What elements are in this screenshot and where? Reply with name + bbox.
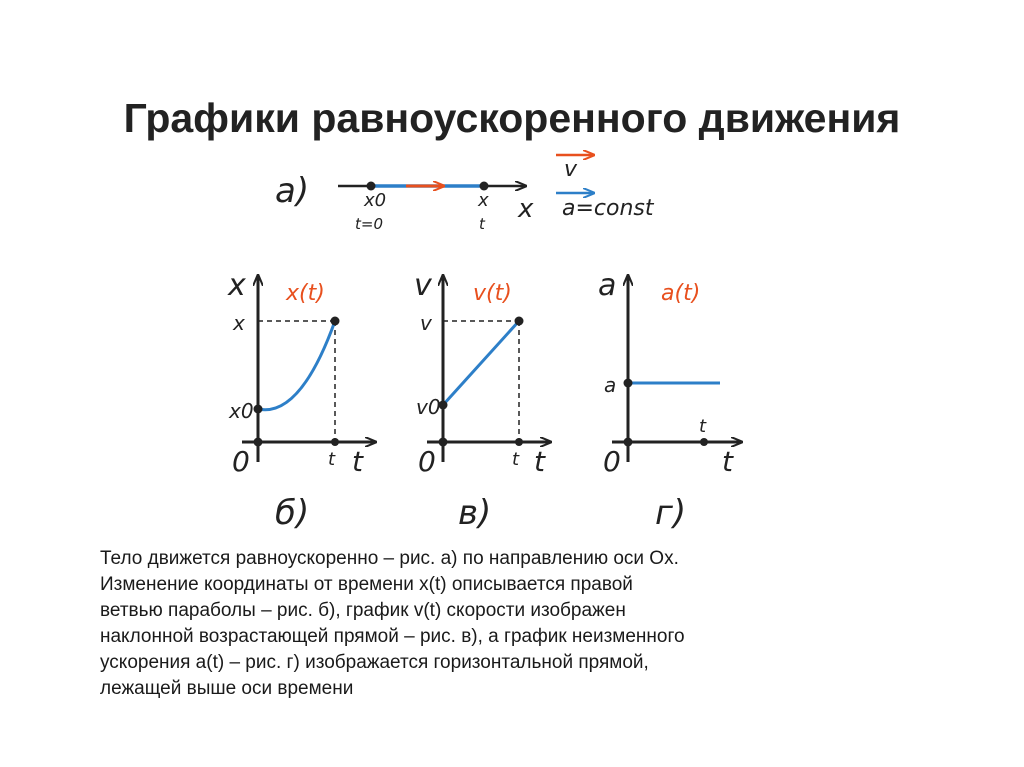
graph-b-start-point (253, 404, 263, 414)
panel-label-v: в) (458, 493, 491, 533)
end-label: x (477, 190, 489, 211)
graph-v-origin-label: 0 (418, 445, 436, 478)
panel-label-b: б) (275, 493, 309, 533)
caption-line: ветвью параболы – рис. б), график v(t) с… (100, 600, 626, 621)
caption-line: наклонной возрастающей прямой – рис. в),… (100, 626, 685, 647)
graph-v-curve-label: v(t) (473, 281, 512, 306)
graph-b-y-tick-top: x (232, 311, 245, 335)
velocity-line (441, 319, 521, 407)
graph-v-origin-point (438, 437, 448, 447)
graph-a-origin-point (623, 437, 633, 447)
graph-v-of-t: v v(t) v v0 0 t t в) (414, 268, 551, 533)
graph-b-origin-label: 0 (232, 445, 250, 478)
start-time-label: t=0 (355, 215, 383, 233)
graph-b-end-point (330, 316, 340, 326)
graph-v-start-point (438, 400, 448, 410)
graph-b-curve-label: x(t) (285, 281, 325, 306)
graph-a-curve-label: a(t) (661, 281, 700, 306)
graph-a-x-tick: t (699, 416, 707, 437)
graph-a-x-axis-label: t (722, 445, 734, 478)
graph-v-x-axis-label: t (534, 445, 546, 478)
graph-b-x-axis-label: t (352, 445, 364, 478)
end-time-label: t (479, 215, 486, 233)
graph-x-of-t: x x(t) x x0 0 t t б) (227, 268, 376, 533)
caption-line: Изменение координаты от времени x(t) опи… (100, 574, 633, 595)
caption-line: Тело движется равноускоренно – рис. а) п… (100, 548, 679, 569)
graph-a-level-point (623, 378, 633, 388)
end-point (479, 181, 489, 191)
graph-v-y-tick-start: v0 (416, 395, 441, 419)
start-point (366, 181, 376, 191)
panel-label-g: г) (655, 493, 686, 533)
slide-title: Графики равноускоренного движения (123, 95, 901, 142)
graph-v-end-point (514, 316, 524, 326)
graph-b-y-tick-start: x0 (228, 399, 254, 423)
axis-label-x: x (517, 194, 534, 224)
start-label: x0 (363, 190, 386, 211)
graph-v-x-tick: t (512, 449, 520, 470)
graph-b-x-tick: t (328, 449, 336, 470)
graph-b-t-point (331, 438, 339, 446)
parabola-curve (257, 320, 337, 412)
figure-a: а) x0 t=0 x t x v a=const (275, 155, 655, 233)
legend-acceleration-label: a=const (562, 196, 655, 221)
panel-label-a: а) (275, 171, 309, 211)
legend-velocity-label: v (564, 157, 578, 182)
caption-text: Тело движется равноускоренно – рис. а) п… (100, 546, 860, 702)
graph-a-y-tick: a (604, 373, 616, 397)
graph-v-y-axis-label: v (414, 268, 433, 303)
graph-v-y-tick-top: v (420, 311, 433, 335)
graph-a-of-t: a a(t) a 0 t t г) (598, 268, 742, 533)
graph-a-t-point (700, 438, 708, 446)
graph-b-y-axis-label: x (227, 268, 246, 303)
graph-a-y-axis-label: a (598, 268, 616, 303)
caption-line: ускорения a(t) – рис. г) изображается го… (100, 652, 649, 673)
graph-b-origin-point (253, 437, 263, 447)
graph-a-origin-label: 0 (603, 445, 621, 478)
graph-v-t-point (515, 438, 523, 446)
caption-line: лежащей выше оси времени (100, 678, 354, 699)
